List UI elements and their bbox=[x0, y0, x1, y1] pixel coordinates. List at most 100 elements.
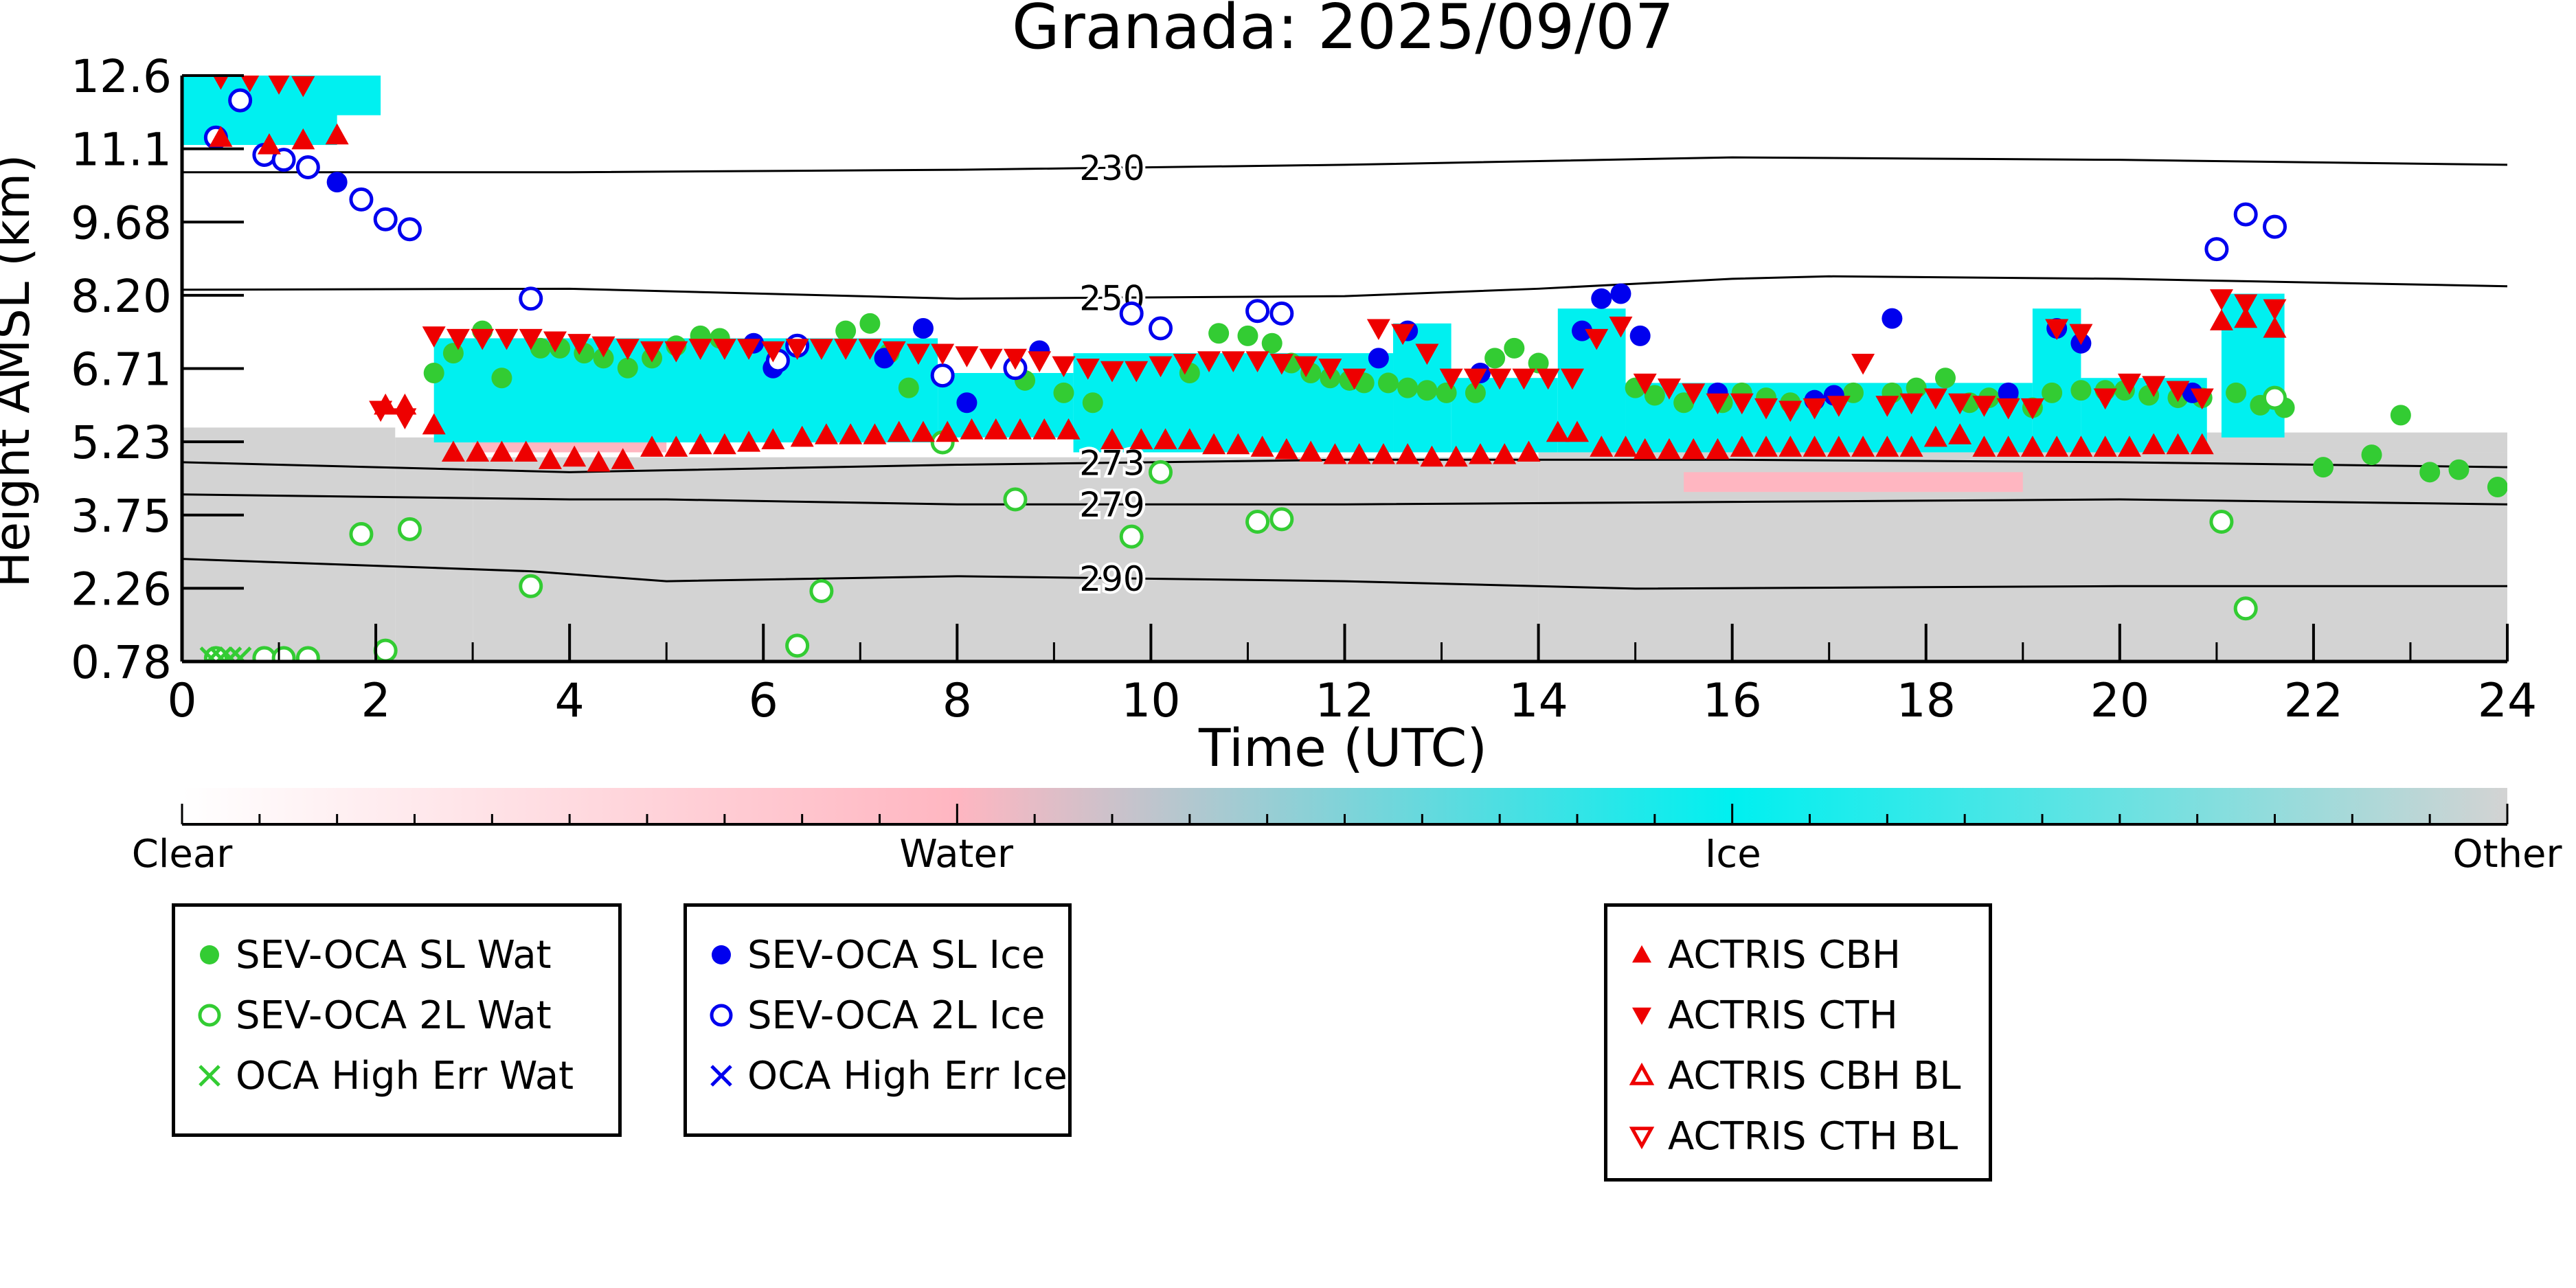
2l-water-point bbox=[2209, 509, 2234, 534]
actris-cth-point bbox=[1899, 393, 1923, 415]
colorbar-label: Other bbox=[2452, 832, 2562, 877]
legend-label: OCA High Err Ice bbox=[747, 1053, 1067, 1098]
actris-cth-point bbox=[422, 326, 446, 348]
actris-cth-point bbox=[2142, 376, 2166, 398]
actris-cth-point bbox=[567, 334, 591, 355]
actris-cbh-point bbox=[1517, 440, 1541, 462]
x-tick-label: 20 bbox=[2090, 674, 2150, 728]
sl-water-point bbox=[859, 313, 881, 334]
actris-cth-point bbox=[1778, 400, 1803, 422]
actris-cbh-point bbox=[640, 436, 664, 457]
sl-water-point bbox=[2448, 459, 2470, 480]
legend-entry: OCA High Err Wat bbox=[189, 1048, 574, 1103]
2l-water-point bbox=[1119, 524, 1144, 549]
actris-cth-point bbox=[712, 339, 736, 360]
actris-cbh-point bbox=[1057, 418, 1081, 440]
legend-entry: ACTRIS CTH BL bbox=[1621, 1109, 1958, 1164]
actris-cth-point bbox=[1318, 359, 1342, 380]
actris-cth-point bbox=[1657, 379, 1681, 400]
actris-cth-point bbox=[212, 76, 229, 90]
actris-cth-point bbox=[1342, 368, 1366, 390]
actris-cth-point bbox=[785, 339, 809, 360]
actris-cbh-point bbox=[960, 418, 984, 440]
2l-ice-point bbox=[1269, 301, 1294, 326]
2l-water-point bbox=[1269, 507, 1294, 532]
actris-cth-point bbox=[1052, 356, 1076, 378]
actris-cbh-point bbox=[514, 440, 538, 462]
y-tick-label: 11.1 bbox=[71, 124, 172, 177]
sl-water-point bbox=[423, 362, 444, 383]
actris-cbh-point bbox=[2020, 436, 2044, 457]
actris-cbh-point bbox=[737, 431, 761, 452]
2l-ice-point bbox=[397, 217, 422, 242]
isotherm-line bbox=[181, 458, 2508, 473]
2l-ice-point bbox=[373, 207, 398, 231]
actris-cth-point bbox=[1948, 393, 1972, 415]
actris-cth-point bbox=[1100, 361, 1124, 383]
actris-cbh-point bbox=[490, 440, 514, 462]
sl-water-point bbox=[2361, 444, 2382, 466]
sl-water-point bbox=[491, 368, 512, 389]
2l-ice-point bbox=[519, 286, 543, 311]
actris-cbh-point bbox=[863, 423, 887, 444]
legend-label: ACTRIS CTH BL bbox=[1668, 1114, 1958, 1159]
isotherm-line bbox=[181, 558, 2507, 590]
legend-marker-icon bbox=[200, 945, 219, 964]
actris-cth-point bbox=[1560, 368, 1584, 390]
actris-cth-point bbox=[1245, 351, 1269, 372]
actris-cbh-point bbox=[887, 420, 911, 442]
actris-cth-point bbox=[2190, 388, 2214, 410]
actris-cbh-point bbox=[1468, 443, 1492, 464]
actris-cth-point bbox=[834, 339, 858, 360]
x-tick-label: 16 bbox=[1702, 674, 1762, 728]
actris-cbh-point bbox=[1100, 428, 1124, 450]
chart-title: Granada: 2025/09/07 bbox=[1012, 0, 1674, 63]
actris-cbh-point bbox=[839, 423, 863, 444]
isotherm-line bbox=[181, 493, 2508, 506]
actris-cth-point bbox=[761, 341, 785, 363]
sl-water-point bbox=[442, 343, 464, 364]
x-tick-label: 14 bbox=[1509, 674, 1568, 728]
2l-water-point bbox=[373, 638, 398, 662]
actris-cbh-point bbox=[1396, 443, 1420, 464]
actris-cth-point bbox=[882, 341, 906, 363]
sl-ice-point bbox=[1368, 348, 1389, 369]
isotherm-label: 290 bbox=[1079, 559, 1144, 599]
actris-cth-point bbox=[2069, 324, 2093, 346]
actris-cbh-point bbox=[664, 436, 688, 457]
actris-cbh-point bbox=[688, 433, 712, 455]
sl-water-point bbox=[1208, 323, 1230, 344]
y-tick-label: 0.78 bbox=[71, 636, 172, 689]
actris-cth-point bbox=[2093, 388, 2117, 410]
legend-actris: ACTRIS CBH ACTRIS CTH ACTRIS CBH BL ACTRIS … bbox=[1604, 903, 1992, 1182]
x-tick-label: 2 bbox=[361, 674, 390, 728]
actris-cth-point bbox=[291, 76, 315, 98]
legend-entry: ACTRIS CBH bbox=[1621, 927, 1901, 982]
actris-cth-point bbox=[591, 336, 615, 358]
legend-label: SEV-OCA SL Wat bbox=[236, 932, 552, 978]
actris-cth-point bbox=[393, 408, 417, 429]
actris-cbh-point bbox=[587, 450, 611, 472]
2l-ice-point bbox=[228, 88, 253, 113]
legend-marker-icon bbox=[710, 1065, 732, 1087]
x-tick-label: 6 bbox=[749, 674, 778, 728]
actris-cth-point bbox=[1851, 353, 1875, 375]
other-cloud-region bbox=[395, 437, 473, 662]
actris-cth-point bbox=[1125, 361, 1149, 383]
legend-label: SEV-OCA SL Ice bbox=[747, 932, 1046, 978]
2l-water-point bbox=[1149, 460, 1173, 484]
actris-cth-point bbox=[1536, 368, 1560, 390]
actris-cbh-point bbox=[209, 126, 233, 147]
y-tick-label: 3.75 bbox=[71, 490, 172, 543]
legend-entry: ACTRIS CBH BL bbox=[1621, 1048, 1961, 1103]
sl-water-point bbox=[1082, 392, 1103, 414]
actris-cbh-point bbox=[1590, 436, 1614, 457]
sl-water-point bbox=[2226, 382, 2247, 403]
legend-marker-icon bbox=[199, 1065, 221, 1087]
actris-cbh-point bbox=[1803, 436, 1827, 457]
actris-cbh-point bbox=[761, 428, 785, 450]
2l-ice-point bbox=[295, 155, 320, 180]
actris-cth-point bbox=[664, 341, 688, 363]
actris-cbh-point bbox=[1129, 428, 1153, 450]
